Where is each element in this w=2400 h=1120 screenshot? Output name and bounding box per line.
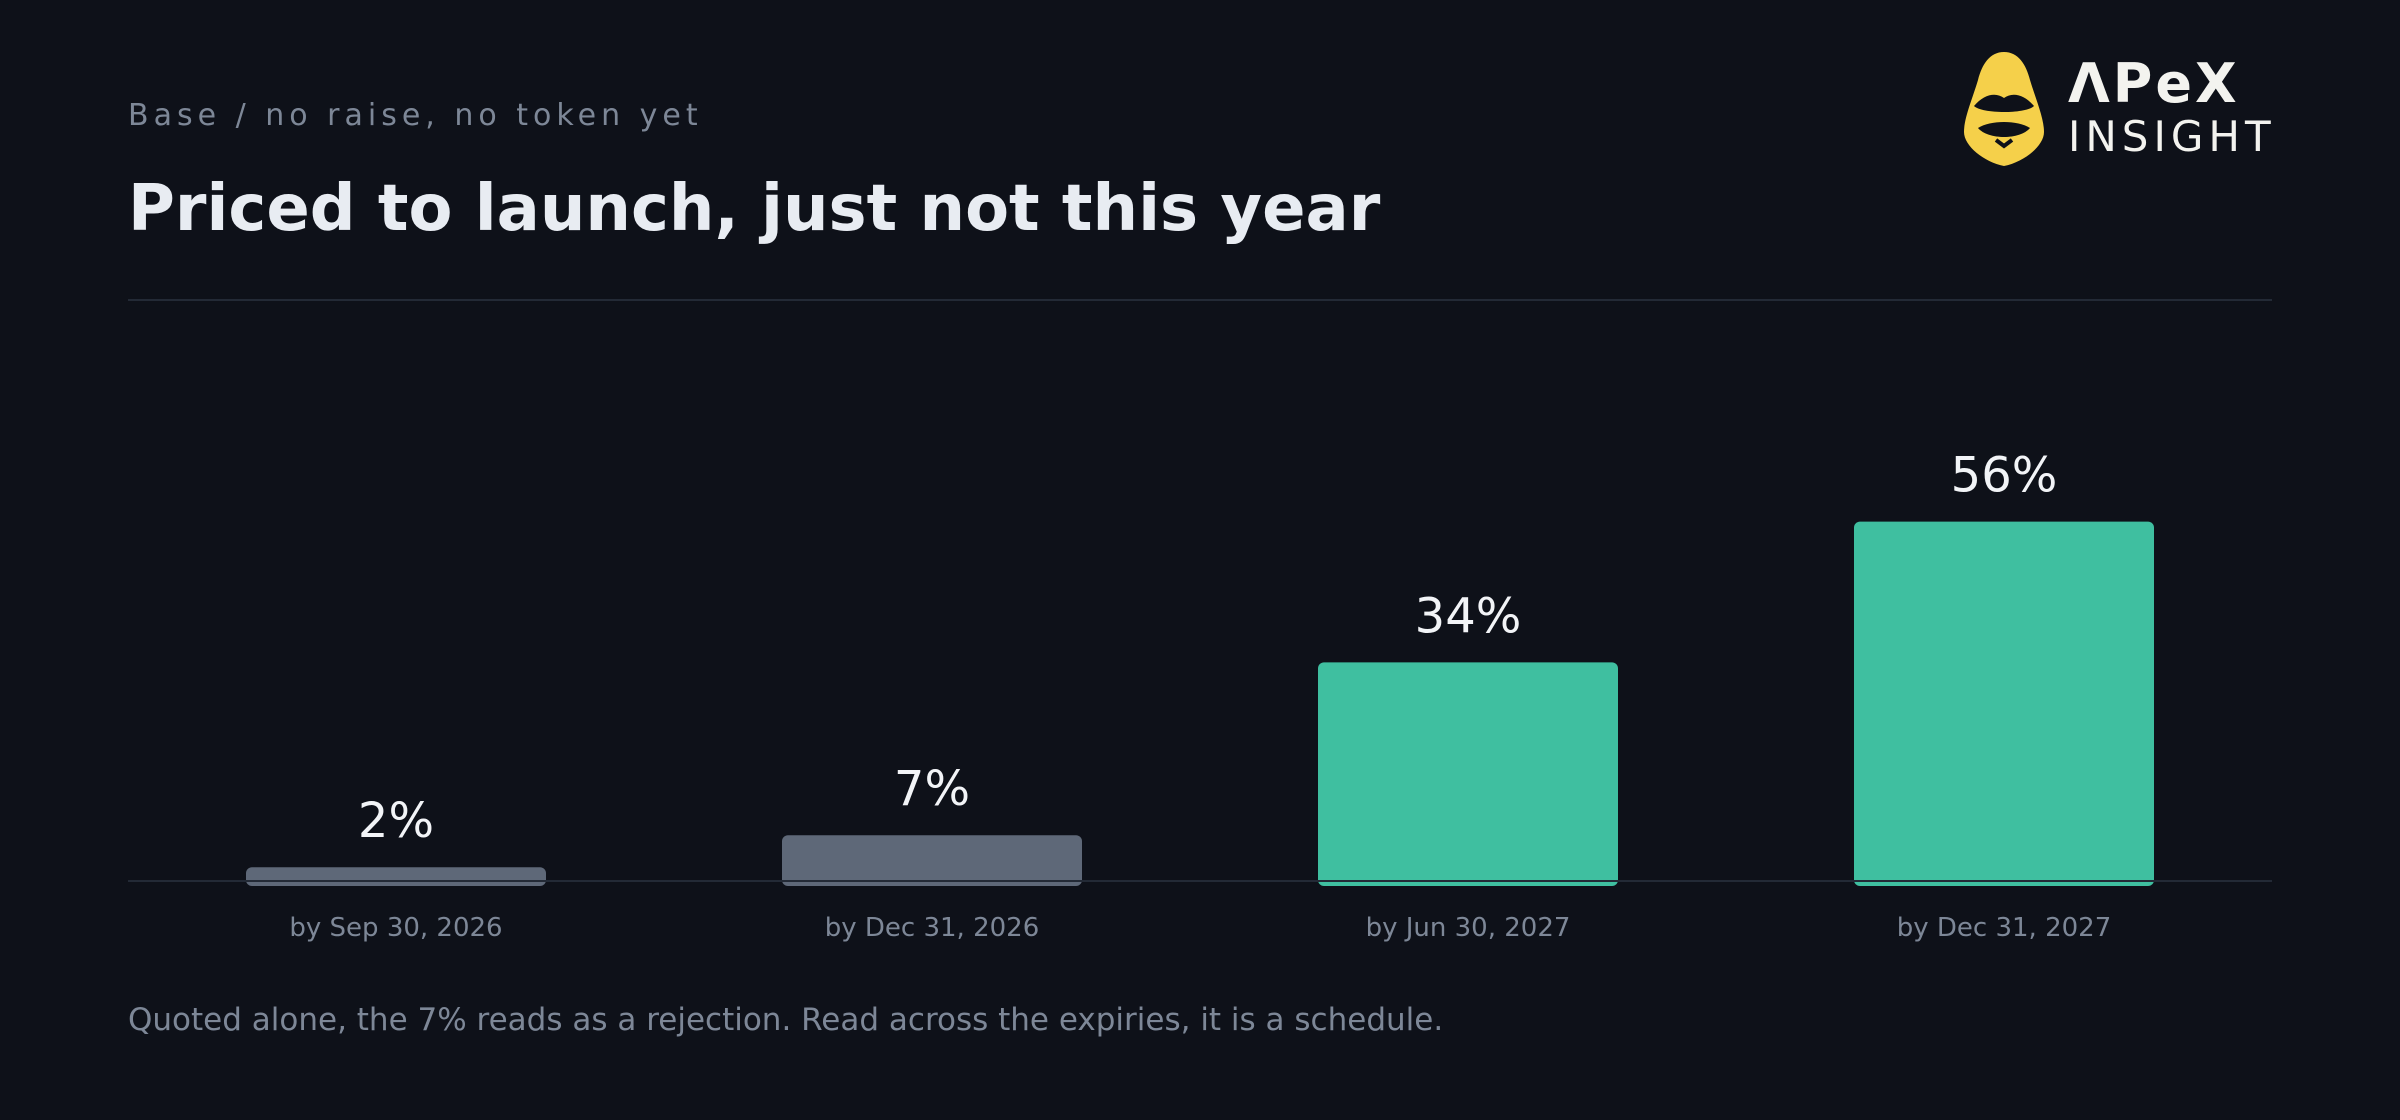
helmet-icon: [1964, 52, 2044, 166]
bar-2: [782, 835, 1082, 886]
logo-subtitle: INSIGHT: [2068, 112, 2276, 161]
chart-footnote: Quoted alone, the 7% reads as a rejectio…: [128, 1002, 1444, 1038]
x-tick-label: by Dec 31, 2027: [1897, 913, 2112, 943]
x-tick-label: by Dec 31, 2026: [825, 913, 1040, 943]
logo-wordmark: ΛPeX: [2068, 52, 2240, 115]
bar-value-label: 2%: [358, 793, 434, 849]
apex-insight-logo: ΛPeX INSIGHT: [1962, 48, 2274, 168]
bar-value-label: 7%: [894, 761, 970, 817]
bar-1: [246, 867, 546, 886]
chart-title: Priced to launch, just not this year: [128, 172, 1381, 246]
bar-value-label: 34%: [1415, 588, 1522, 644]
x-tick-label: by Sep 30, 2026: [289, 913, 502, 943]
x-axis-line: [128, 880, 2272, 882]
bar-3: [1318, 662, 1618, 886]
header-divider: [128, 299, 2272, 301]
bar-4: [1854, 521, 2154, 886]
chart-kicker: Base / no raise, no token yet: [128, 98, 703, 133]
x-tick-label: by Jun 30, 2027: [1366, 913, 1571, 943]
bar-value-label: 56%: [1951, 448, 2058, 504]
